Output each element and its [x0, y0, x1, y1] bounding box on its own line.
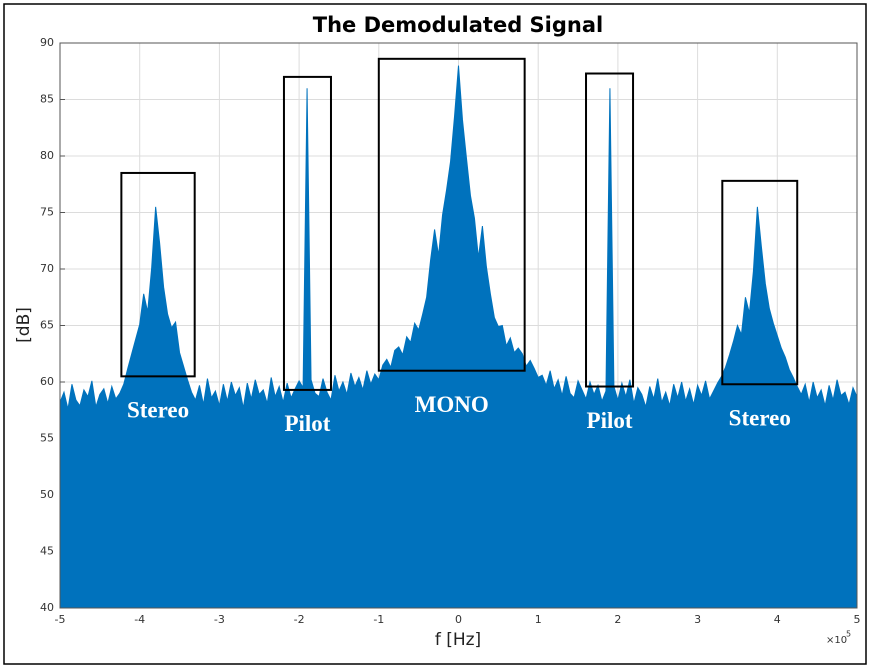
plot	[59, 65, 858, 609]
x-tick-label: 0	[455, 613, 462, 626]
x-tick-label: -4	[134, 613, 145, 626]
annotations: Stereo Pilot MONO Pilot Stereo	[120, 57, 799, 436]
region-box	[721, 179, 799, 386]
x-multiplier-exponent: 5	[846, 630, 851, 639]
x-axis-label: f [Hz]	[435, 630, 481, 650]
x-tick-label: 5	[854, 613, 861, 626]
x-tick-label: -5	[55, 613, 66, 626]
y-tick-label: 85	[40, 93, 54, 106]
x-multiplier: ×10	[826, 635, 847, 646]
region-label: MONO	[415, 392, 489, 417]
y-tick-label: 65	[40, 319, 54, 332]
region-label: Pilot	[284, 411, 330, 436]
x-tick-label: 2	[614, 613, 621, 626]
x-tick-label: -1	[373, 613, 384, 626]
spectrum-area	[59, 65, 858, 609]
region-box	[120, 171, 196, 378]
x-tick-label: -2	[294, 613, 305, 626]
y-tick-label: 45	[40, 545, 54, 558]
x-tick-label: 4	[774, 613, 781, 626]
y-axis-label: [dB]	[14, 307, 34, 343]
region-label: Stereo	[127, 398, 189, 423]
plot-frame	[59, 42, 858, 609]
region-label: Pilot	[587, 408, 633, 433]
x-tick-label: 3	[694, 613, 701, 626]
y-tick-label: 40	[40, 601, 54, 614]
chart-title: The Demodulated Signal	[313, 13, 603, 37]
region-label: Stereo	[729, 406, 791, 431]
y-tick-label: 80	[40, 149, 54, 162]
y-tick-label: 60	[40, 375, 54, 388]
x-tick-label: -3	[214, 613, 225, 626]
y-tick-label: 75	[40, 206, 54, 219]
y-tick-label: 50	[40, 488, 54, 501]
y-tick-label: 70	[40, 262, 54, 275]
region-box	[282, 75, 332, 391]
y-tick-label: 55	[40, 432, 54, 445]
y-tick-label: 90	[40, 36, 54, 49]
x-tick-label: 1	[535, 613, 542, 626]
region-box	[377, 57, 526, 372]
region-box	[585, 72, 635, 388]
